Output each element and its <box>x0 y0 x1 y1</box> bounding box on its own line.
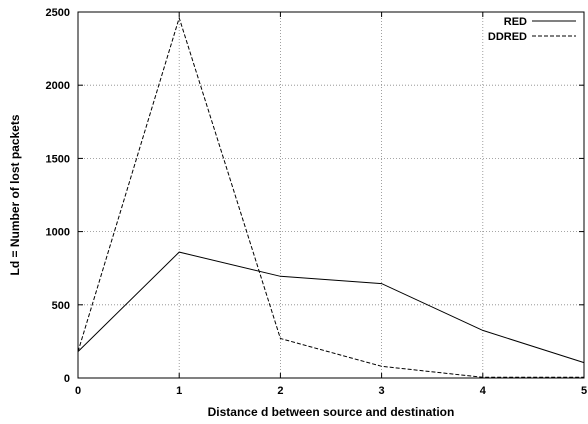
legend-label-ddred: DDRED <box>488 31 527 43</box>
y-tick-label: 1500 <box>46 153 70 165</box>
y-tick-label: 500 <box>52 300 70 312</box>
x-tick-label: 4 <box>480 385 487 397</box>
series-lines <box>77 16 585 378</box>
x-tick-label: 2 <box>277 385 283 397</box>
series-line-red <box>77 251 585 364</box>
series-line-ddred <box>77 16 584 378</box>
y-tick-label: 2500 <box>46 7 70 19</box>
y-tick-label: 2000 <box>46 80 70 92</box>
x-tick-label: 3 <box>379 385 385 397</box>
axis-ticks: 0 500 1000 1500 2000 2500 0 1 2 3 4 5 <box>46 7 588 397</box>
y-axis-label: Ld = Number of lost packets <box>8 114 22 275</box>
legend-label-red: RED <box>504 16 527 28</box>
x-tick-label: 1 <box>176 385 182 397</box>
legend: RED DDRED <box>488 16 576 43</box>
plot-frame <box>77 11 585 379</box>
y-tick-label: 1000 <box>46 227 70 239</box>
grid-lines <box>78 12 584 378</box>
x-tick-label: 0 <box>75 385 81 397</box>
x-tick-label: 5 <box>581 385 587 397</box>
x-axis-label: Distance d between source and destinatio… <box>208 405 455 419</box>
y-tick-label: 0 <box>64 373 70 385</box>
